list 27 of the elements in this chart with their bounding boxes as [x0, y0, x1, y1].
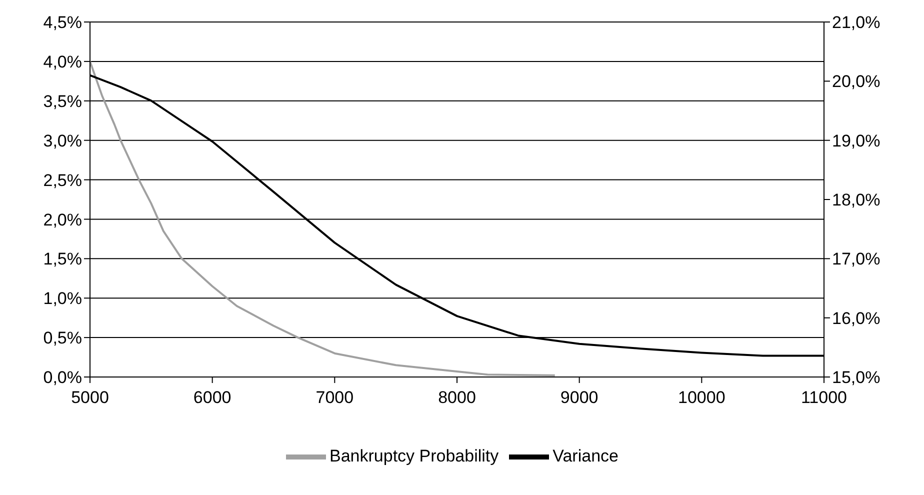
- x-tick-label: 5000: [71, 388, 109, 408]
- y-tick-label: 1,5%: [43, 250, 82, 269]
- x-tick-label: 8000: [438, 388, 476, 408]
- line-series: [90, 60, 556, 376]
- y-tick-label: 1,0%: [43, 289, 82, 308]
- x-tick-label: 11000: [800, 388, 848, 408]
- y2-tick-label: 20,0%: [832, 72, 880, 92]
- y-tick-label: 2,5%: [43, 170, 82, 190]
- y2-tick-label: 17,0%: [832, 250, 880, 269]
- x-tick-label: 7000: [316, 388, 354, 408]
- y-tick-label: 4,5%: [43, 13, 82, 32]
- y-tick-label: 0,5%: [43, 328, 82, 348]
- x-tick-label: 10000: [678, 388, 726, 408]
- y-tick-label: 3,5%: [43, 92, 82, 111]
- y2-tick-label: 21,0%: [832, 13, 880, 32]
- y2-tick-label: 18,0%: [832, 190, 880, 210]
- x-tick-label: 6000: [193, 388, 232, 408]
- y2-tick-label: 15,0%: [832, 368, 880, 388]
- y-tick-label: 4,0%: [43, 52, 82, 72]
- y-tick-label: 2,0%: [43, 210, 82, 230]
- y2-tick-label: 16,0%: [832, 308, 880, 328]
- y-tick-label: 0,0%: [43, 368, 82, 388]
- y2-tick-label: 19,0%: [832, 131, 880, 150]
- y-tick-label: 3,0%: [43, 131, 82, 150]
- legend-label: Variance: [552, 446, 618, 466]
- x-tick-label: 9000: [560, 388, 598, 408]
- legend-label: Bankruptcy Probability: [330, 446, 499, 466]
